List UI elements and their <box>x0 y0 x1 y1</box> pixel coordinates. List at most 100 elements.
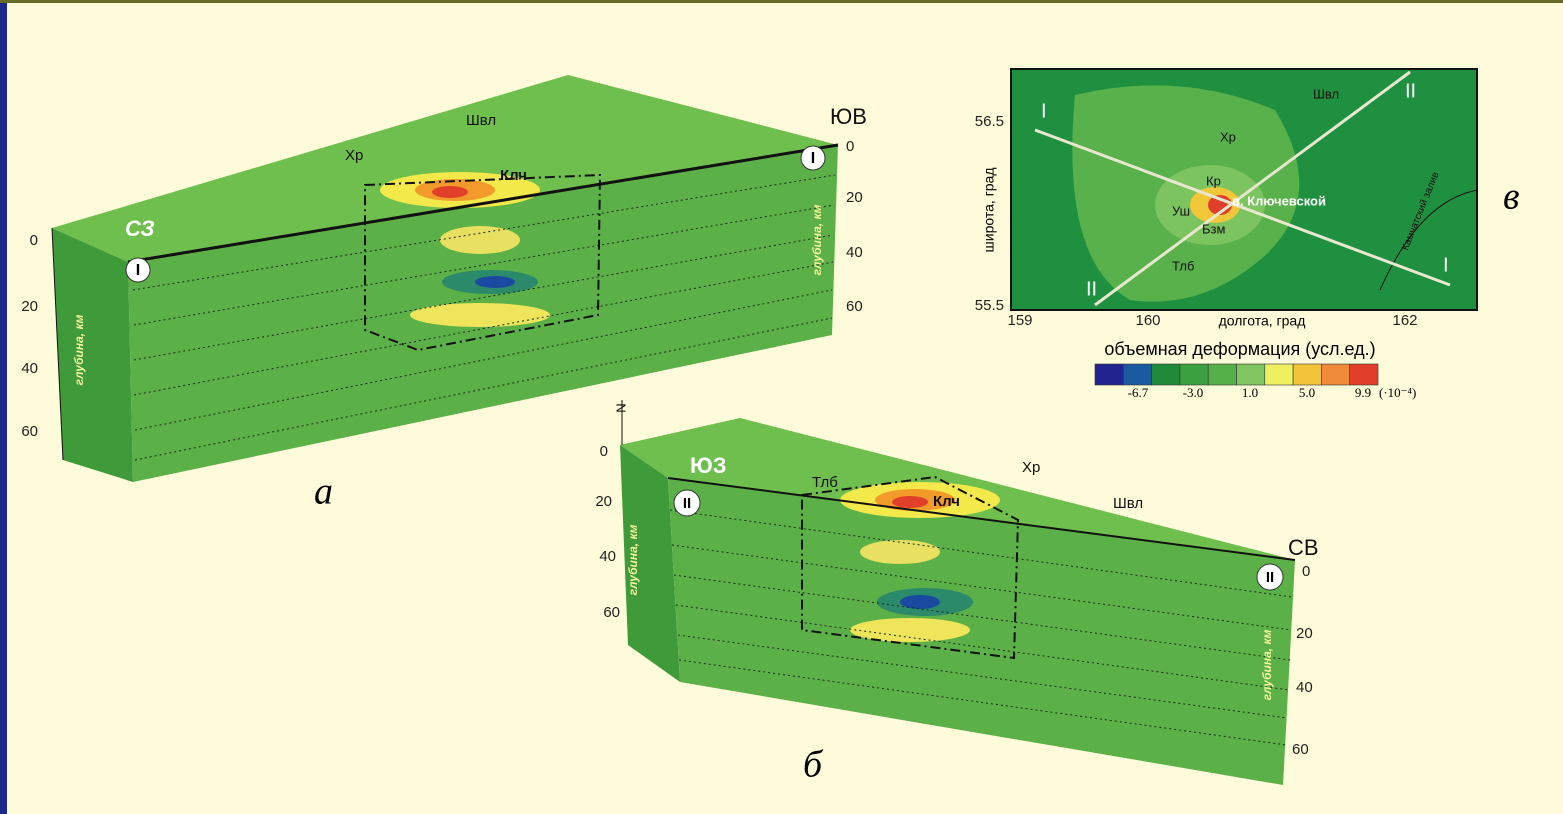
section-label: I <box>811 150 815 167</box>
tick-label: 40 <box>1296 679 1313 696</box>
axis-title: широта, град <box>981 168 997 253</box>
place-label: Швл <box>466 112 496 129</box>
tick-label: 0 <box>846 138 854 155</box>
colorbar-swatches <box>1094 363 1379 386</box>
profile-line <box>1094 70 1411 307</box>
tick-label: 40 <box>846 244 863 261</box>
colorbar-swatch <box>1236 363 1266 386</box>
tick-label: 60 <box>603 604 620 621</box>
anomaly <box>410 303 550 327</box>
place-label: Швл <box>1113 495 1143 512</box>
anomaly <box>892 496 928 508</box>
block-a: 0 20 40 60 0 20 40 60 глубина, км глубин… <box>21 75 867 513</box>
place-label: Кр <box>1206 173 1221 188</box>
edge <box>127 143 839 264</box>
tick-label: 162 <box>1392 312 1417 329</box>
tick-label: 20 <box>21 298 38 315</box>
colorbar-swatch <box>1179 363 1209 386</box>
colorbar-unit: (·10⁻⁴) <box>1379 385 1416 400</box>
place-label: Хр <box>345 147 363 164</box>
north-label: N <box>613 403 628 412</box>
depth-title: глубина, км <box>72 314 86 385</box>
colorbar-swatch <box>1264 363 1294 386</box>
profile-label: I <box>1041 100 1047 122</box>
tick-label: 40 <box>599 548 616 565</box>
colorbar-swatch <box>1349 363 1379 386</box>
anomaly <box>900 595 940 609</box>
profile-line <box>1034 128 1451 287</box>
depth-title: глубина, км <box>1260 629 1274 700</box>
profile-label: II <box>1086 278 1097 300</box>
top-border <box>0 0 1563 3</box>
colorbar-swatch <box>1321 363 1351 386</box>
section-circle <box>673 489 701 517</box>
coastline <box>1379 189 1479 291</box>
volume-outline <box>801 475 1020 660</box>
profile-label: II <box>1405 80 1416 102</box>
tick-label: 20 <box>1296 625 1313 642</box>
tick-label: 55.5 <box>975 297 1004 314</box>
panel-label: б <box>803 744 824 786</box>
panel-label: в <box>1503 176 1520 218</box>
tick-label: 0 <box>1302 563 1310 580</box>
tick-label: 60 <box>21 423 38 440</box>
depth-lines <box>132 174 836 461</box>
volume-outline <box>364 173 602 352</box>
section-circle <box>1256 563 1284 591</box>
anomaly <box>440 226 520 254</box>
place-label: Бзм <box>1202 221 1225 236</box>
place-label: в. Ключевской <box>1232 193 1326 208</box>
colorbar-swatch <box>1123 363 1152 386</box>
place-label: Клч <box>933 493 960 510</box>
colorbar: объемная деформация (усл.ед.) -6.7 -3.0 … <box>1094 339 1416 400</box>
panel-label: а <box>314 471 333 513</box>
section-label: II <box>1266 569 1274 586</box>
tick-label: 60 <box>1292 741 1309 758</box>
colorbar-tick: 5.0 <box>1299 385 1315 400</box>
colorbar-swatch <box>1292 363 1322 386</box>
edge <box>51 227 64 461</box>
depth-title: глубина, км <box>810 204 824 275</box>
tick-label: 160 <box>1135 312 1160 329</box>
anomaly <box>850 618 970 642</box>
corner-label: СВ <box>1288 535 1319 560</box>
axis-title: долгота, град <box>1219 313 1306 329</box>
colorbar-tick: -6.7 <box>1128 385 1149 400</box>
section-label: II <box>683 495 691 512</box>
tick-label: 20 <box>595 493 612 510</box>
place-label: Хр <box>1220 129 1236 144</box>
top-face <box>52 75 838 262</box>
colorbar-swatch <box>1207 363 1237 386</box>
anomaly <box>475 276 515 288</box>
left-border <box>0 0 7 814</box>
tick-label: 20 <box>846 189 863 206</box>
place-label: Тлб <box>812 474 838 491</box>
map-v: I I II II Швл Хр Кр Уш Бзм Тлб в. Ключев… <box>975 68 1520 329</box>
colorbar-tick: 9.9 <box>1355 385 1371 400</box>
anomaly <box>860 540 940 564</box>
corner-label: ЮВ <box>830 104 867 129</box>
tick-label: 0 <box>600 443 608 460</box>
left-face <box>52 228 133 482</box>
tick-label: 159 <box>1007 312 1032 329</box>
corner-label: СЗ <box>125 216 154 241</box>
tick-label: 56.5 <box>975 113 1004 130</box>
edge <box>667 477 1296 561</box>
place-label: Уш <box>1172 203 1190 218</box>
left-face <box>620 445 680 682</box>
colorbar-swatch <box>1151 363 1181 386</box>
profile-label: I <box>1443 254 1449 276</box>
block-b: N 0 20 40 60 0 20 40 60 глубина, км глуб… <box>595 400 1319 786</box>
colorbar-tick: -3.0 <box>1183 385 1204 400</box>
colorbar-title: объемная деформация (усл.ед.) <box>1104 339 1375 359</box>
anomaly <box>432 186 468 198</box>
place-label: Швл <box>1313 86 1339 101</box>
tick-label: 0 <box>30 232 38 249</box>
section-circle <box>125 257 151 283</box>
colorbar-swatch <box>1094 363 1124 386</box>
corner-label: ЮЗ <box>690 453 726 478</box>
section-circle <box>800 145 826 171</box>
place-label: Хр <box>1022 459 1040 476</box>
depth-lines <box>669 509 1293 746</box>
